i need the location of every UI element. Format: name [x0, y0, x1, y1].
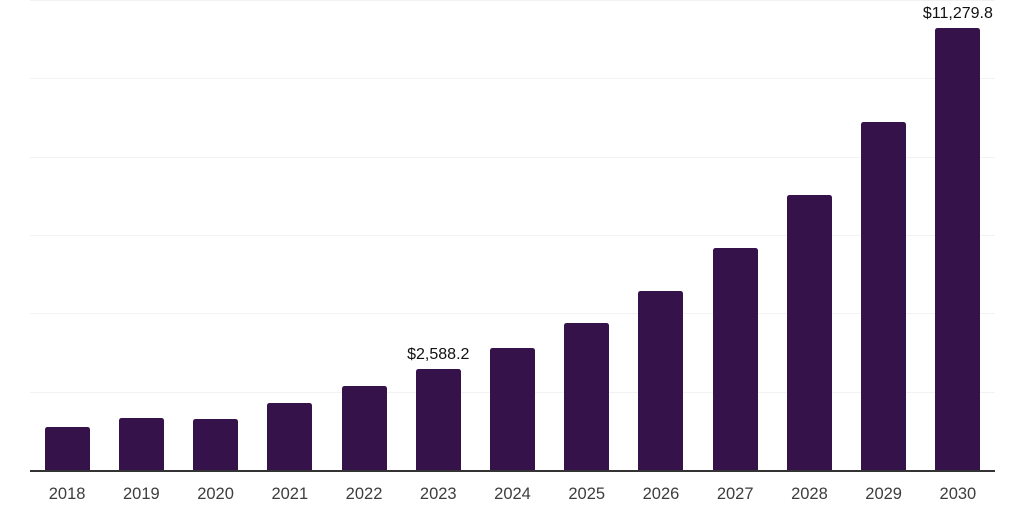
value-label-2030: $11,279.8: [922, 5, 993, 23]
x-tick-label-2030: 2030: [939, 485, 977, 503]
bar-2022: [341, 385, 387, 470]
bar-2020: [193, 419, 239, 470]
bar-2025: [564, 323, 610, 470]
x-tick-label-2022: 2022: [345, 485, 383, 503]
x-tick-label-2024: 2024: [494, 485, 531, 503]
x-tick-label-2021: 2021: [271, 485, 309, 503]
bar-2026: [638, 290, 684, 470]
x-tick-label-2023: 2023: [419, 485, 457, 503]
bar-2028: [786, 195, 832, 470]
x-axis-line: [30, 470, 995, 472]
gridline: [30, 0, 995, 1]
bar-2023: [415, 368, 461, 470]
x-tick-label-2026: 2026: [642, 485, 680, 503]
gridline: [30, 156, 995, 158]
x-tick-label-2018: 2018: [48, 485, 86, 503]
x-tick-label-2029: 2029: [865, 485, 902, 503]
bar-2019: [118, 418, 164, 470]
x-tick-label-2025: 2025: [568, 485, 606, 503]
gridline: [30, 78, 995, 80]
bar-2030: [935, 28, 981, 470]
bar-2024: [490, 348, 535, 470]
x-tick-label-2028: 2028: [791, 485, 828, 503]
bar-2027: [712, 248, 758, 470]
x-tick-label-2027: 2027: [716, 485, 754, 503]
bar-2029: [861, 121, 907, 470]
bar-2018: [44, 426, 90, 470]
gridline: [30, 235, 995, 236]
x-tick-label-2020: 2020: [197, 485, 234, 503]
gridline: [30, 313, 995, 315]
value-label-2023: $2,588.2: [407, 345, 470, 363]
bar-2021: [267, 402, 313, 470]
x-tick-label-2019: 2019: [122, 485, 160, 503]
plot-area: $2,588.2 $11,279.8: [30, 0, 995, 470]
